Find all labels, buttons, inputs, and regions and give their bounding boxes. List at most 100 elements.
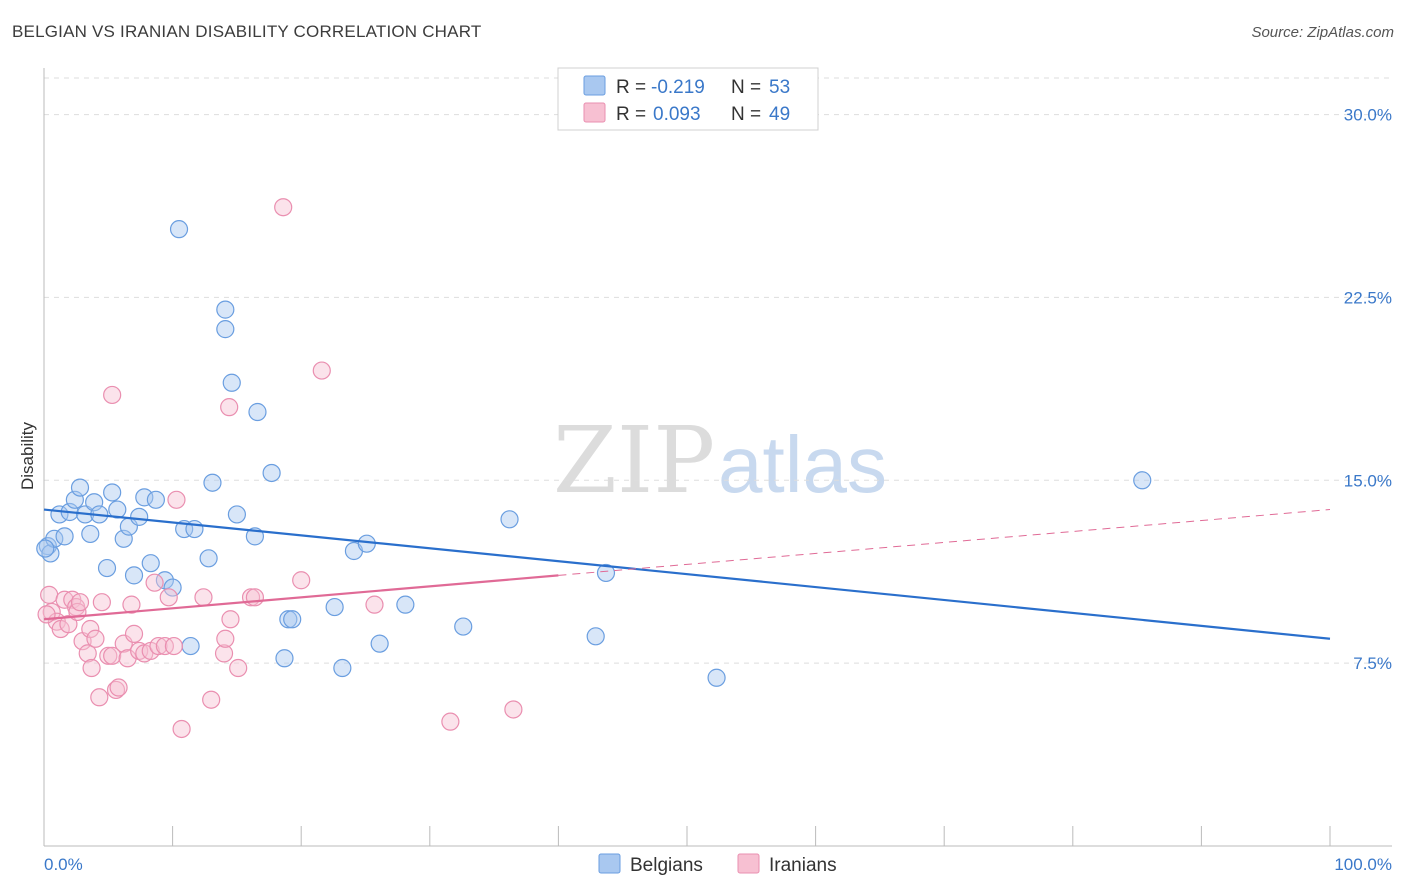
point-iranians	[167, 490, 186, 509]
trend-lines	[43, 508, 1331, 640]
series-iranians	[37, 198, 523, 739]
point-iranians	[441, 712, 460, 731]
point-belgians	[333, 658, 352, 678]
point-iranians	[78, 644, 97, 663]
point-belgians	[141, 554, 160, 573]
point-belgians	[163, 578, 182, 597]
point-belgians	[283, 610, 302, 629]
legend-top: R = -0.219 N = 53 R = 0.093 N = 49	[557, 67, 819, 131]
point-belgians	[325, 597, 344, 617]
bottom-legend-swatch-iranians	[737, 853, 760, 874]
point-belgians	[275, 649, 294, 668]
x-tick-label: 100.0%	[1334, 855, 1392, 874]
point-belgians	[586, 627, 605, 646]
legend-n-label-belgians: N =	[731, 77, 761, 98]
point-belgians	[1133, 471, 1152, 490]
point-iranians	[92, 593, 111, 612]
point-iranians	[164, 636, 183, 656]
point-iranians	[124, 624, 144, 643]
point-belgians	[108, 500, 127, 519]
point-belgians	[500, 510, 519, 529]
point-iranians	[82, 658, 101, 678]
point-iranians	[37, 605, 56, 624]
axis-ticks: 7.5% 15.0% 22.5% 30.0% 0.0% 100.0%	[44, 106, 1392, 874]
y-axis-label: Disability	[18, 421, 37, 490]
y-tick-label: 15.0%	[1344, 471, 1392, 490]
point-belgians	[216, 320, 235, 339]
point-iranians	[81, 619, 100, 639]
point-belgians	[41, 544, 60, 563]
point-iranians	[214, 644, 234, 663]
point-iranians	[103, 385, 122, 405]
point-belgians	[370, 634, 389, 653]
legend-swatch-belgians	[583, 75, 606, 96]
point-belgians	[97, 558, 117, 578]
trend-line-belgians	[43, 508, 1331, 640]
point-iranians	[220, 398, 239, 417]
point-iranians	[90, 688, 109, 707]
point-iranians	[159, 588, 178, 607]
point-iranians	[292, 571, 311, 590]
point-belgians	[454, 617, 473, 636]
point-iranians	[70, 593, 90, 612]
point-iranians	[245, 588, 265, 607]
watermark-zip: ZIP	[553, 407, 715, 514]
point-iranians	[202, 690, 221, 709]
legend-n-value-iranians: 49	[769, 104, 790, 125]
point-belgians	[130, 507, 149, 526]
point-iranians	[172, 719, 191, 739]
point-belgians	[55, 527, 74, 546]
point-iranians	[504, 700, 523, 719]
point-iranians	[365, 595, 384, 614]
point-iranians	[229, 658, 248, 678]
point-iranians	[59, 615, 78, 634]
point-iranians	[99, 646, 118, 665]
point-belgians	[227, 505, 246, 524]
legend-r-value-belgians: -0.219	[651, 77, 705, 98]
legend-swatch-iranians	[583, 102, 606, 123]
point-belgians	[396, 595, 415, 614]
y-tick-label: 7.5%	[1353, 654, 1392, 673]
bottom-legend-label-iranians: Iranians	[769, 855, 837, 876]
point-belgians	[135, 488, 154, 507]
legend-r-value-iranians: 0.093	[653, 104, 701, 125]
point-belgians	[103, 483, 122, 502]
point-iranians	[221, 610, 240, 629]
point-iranians	[194, 588, 213, 607]
legend-r-label-iranians: R =	[616, 104, 646, 125]
point-belgians	[124, 566, 144, 585]
chart-title: BELGIAN VS IRANIAN DISABILITY CORRELATIO…	[12, 22, 482, 41]
gridlines	[44, 77, 1392, 664]
point-belgians	[279, 610, 298, 629]
series-belgians	[36, 220, 1152, 687]
point-belgians	[222, 373, 241, 392]
y-tick-label: 30.0%	[1344, 106, 1392, 125]
point-belgians	[262, 463, 281, 483]
point-belgians	[199, 549, 218, 568]
point-belgians	[707, 668, 726, 687]
point-iranians	[145, 573, 164, 592]
axes	[43, 68, 1392, 847]
point-iranians	[312, 361, 331, 380]
point-belgians	[596, 563, 616, 583]
y-tick-label: 22.5%	[1344, 288, 1392, 307]
point-belgians	[38, 537, 57, 556]
bottom-legend-label-belgians: Belgians	[630, 855, 703, 876]
legend-n-label-iranians: N =	[731, 104, 761, 125]
legend-r-label-belgians: R =	[616, 77, 646, 98]
point-iranians	[149, 636, 168, 656]
point-belgians	[248, 402, 267, 422]
point-belgians	[146, 490, 165, 509]
trend-line-iranians	[43, 574, 559, 621]
chart-source: Source: ZipAtlas.com	[1251, 24, 1394, 41]
point-iranians	[103, 646, 122, 665]
watermark: ZIP atlas	[553, 407, 887, 514]
point-iranians	[106, 680, 126, 700]
point-belgians	[181, 636, 200, 656]
bottom-legend-swatch-belgians	[598, 853, 621, 874]
point-belgians	[81, 524, 100, 544]
point-belgians	[169, 220, 189, 239]
point-iranians	[40, 585, 59, 604]
point-iranians	[274, 198, 293, 217]
